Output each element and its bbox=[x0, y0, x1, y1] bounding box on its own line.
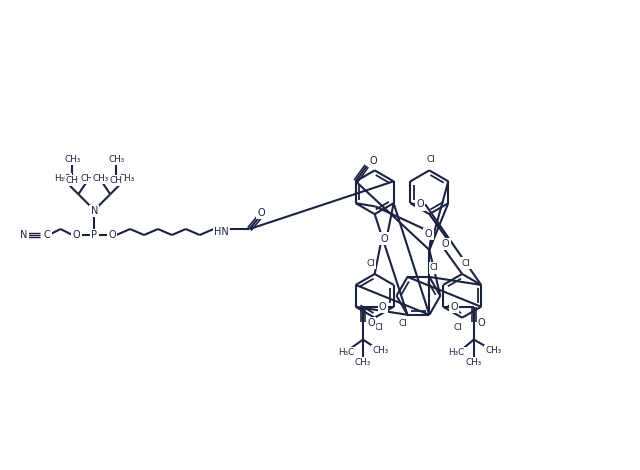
Text: O: O bbox=[72, 230, 80, 240]
Text: CH₃: CH₃ bbox=[92, 174, 108, 183]
Text: CH₃: CH₃ bbox=[485, 346, 502, 355]
Text: O: O bbox=[367, 318, 375, 328]
Text: CH: CH bbox=[109, 176, 123, 185]
Text: P: P bbox=[92, 230, 97, 240]
Text: H₃C: H₃C bbox=[339, 348, 355, 357]
Text: CH₃: CH₃ bbox=[372, 346, 388, 355]
Text: Cl: Cl bbox=[374, 323, 383, 332]
Text: CH: CH bbox=[66, 176, 79, 185]
Text: Cl: Cl bbox=[398, 319, 407, 328]
Text: Cl: Cl bbox=[430, 264, 439, 273]
Text: O: O bbox=[380, 234, 388, 243]
Text: Cl: Cl bbox=[370, 155, 379, 164]
Text: O: O bbox=[257, 208, 265, 218]
Text: O: O bbox=[370, 156, 378, 166]
Text: CH₃: CH₃ bbox=[118, 174, 134, 183]
Text: Cl: Cl bbox=[461, 258, 470, 267]
Text: CH₃: CH₃ bbox=[466, 358, 482, 367]
Text: N: N bbox=[91, 206, 98, 216]
Text: O: O bbox=[108, 230, 116, 240]
Text: O: O bbox=[379, 302, 387, 312]
Text: Cl: Cl bbox=[366, 258, 375, 267]
Text: O: O bbox=[417, 199, 424, 209]
Text: O: O bbox=[442, 239, 449, 249]
Text: H₃C: H₃C bbox=[448, 348, 465, 357]
Text: CH₃: CH₃ bbox=[355, 358, 371, 367]
Text: O: O bbox=[451, 302, 458, 312]
Text: C: C bbox=[44, 230, 51, 240]
Text: N: N bbox=[20, 230, 28, 240]
Text: O: O bbox=[478, 318, 486, 328]
Text: Cl: Cl bbox=[427, 155, 436, 164]
Text: H₃C: H₃C bbox=[54, 174, 70, 183]
Text: CH₃: CH₃ bbox=[108, 155, 124, 164]
Text: CH₃: CH₃ bbox=[80, 174, 97, 183]
Text: CH₃: CH₃ bbox=[65, 155, 81, 164]
Text: Cl: Cl bbox=[454, 323, 463, 332]
Text: HN: HN bbox=[214, 227, 229, 237]
Text: O: O bbox=[425, 229, 432, 239]
Text: O: O bbox=[370, 156, 378, 166]
